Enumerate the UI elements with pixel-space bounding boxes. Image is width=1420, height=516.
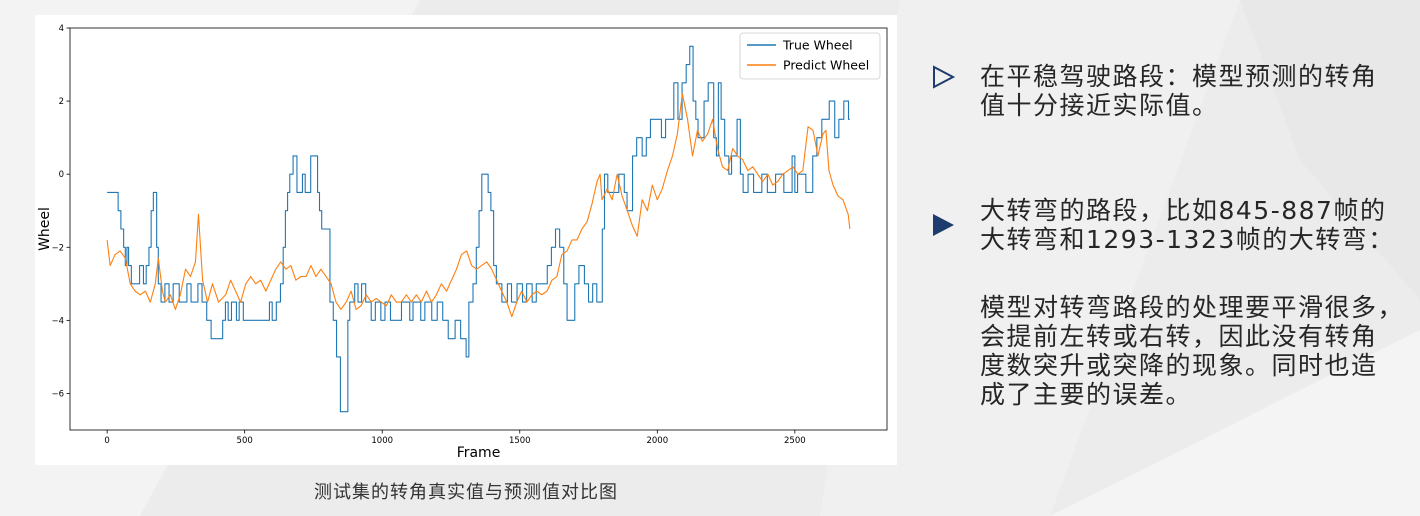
bullet-sharp-turns: 大转弯的路段，比如845-887帧的 大转弯和1293-1323帧的大转弯： [980, 196, 1395, 254]
bullet-smooth-driving: 在平稳驾驶路段：模型预测的转角 值十分接近实际值。 [980, 62, 1378, 120]
text-line: 会提前左转或右转，因此没有转角 [980, 322, 1378, 351]
x-tick-label: 1500 [509, 436, 531, 446]
text-line: 大转弯和1293-1323帧的大转弯： [980, 225, 1395, 254]
wheel-comparison-chart: 0 500 1000 1500 2000 2500 −6 −4 −2 0 2 4 Frame Wheel T… [37, 24, 888, 461]
text-line: 成了主要的误差。 [980, 380, 1193, 409]
text-line: 值十分接近实际值。 [980, 91, 1219, 120]
text-line: 度数突升或突降的现象。同时也造 [980, 351, 1378, 380]
y-tick-label: −2 [51, 243, 64, 253]
legend-label: Predict Wheel [783, 58, 869, 73]
text-line: 大转弯的路段，比如845-887帧的 [980, 196, 1387, 225]
legend-label: True Wheel [782, 38, 853, 53]
text-line: 在平稳驾驶路段：模型预测的转角 [980, 62, 1378, 91]
series-line-true-wheel [107, 45, 850, 413]
x-tick-label: 2500 [784, 436, 806, 446]
y-tick-label: −6 [51, 389, 64, 399]
chart-figure: 0 500 1000 1500 2000 2500 −6 −4 −2 0 2 4 Frame Wheel T… [35, 15, 897, 465]
x-tick-label: 500 [237, 436, 253, 446]
plot-frame [69, 27, 888, 431]
y-tick-label: 4 [59, 24, 64, 34]
y-tick-label: −4 [51, 316, 64, 326]
chart-caption: 测试集的转角真实值与预测值对比图 [314, 482, 618, 503]
text-line: 模型对转弯路段的处理要平滑很多， [980, 293, 1405, 322]
series-line-predict-wheel [106, 93, 851, 318]
explanation-paragraph: 模型对转弯路段的处理要平滑很多， 会提前左转或右转，因此没有转角 度数突升或突降… [980, 293, 1404, 409]
y-axis-label: Wheel [37, 207, 53, 251]
x-axis-label: Frame [457, 445, 501, 461]
x-tick-label: 2000 [646, 436, 668, 446]
x-tick-label: 1000 [371, 436, 393, 446]
y-tick-label: 2 [59, 97, 64, 107]
x-tick-label: 0 [104, 436, 109, 446]
y-tick-label: 0 [59, 170, 64, 180]
filled-triangle-icon [933, 214, 954, 236]
outline-triangle-icon [933, 65, 956, 89]
